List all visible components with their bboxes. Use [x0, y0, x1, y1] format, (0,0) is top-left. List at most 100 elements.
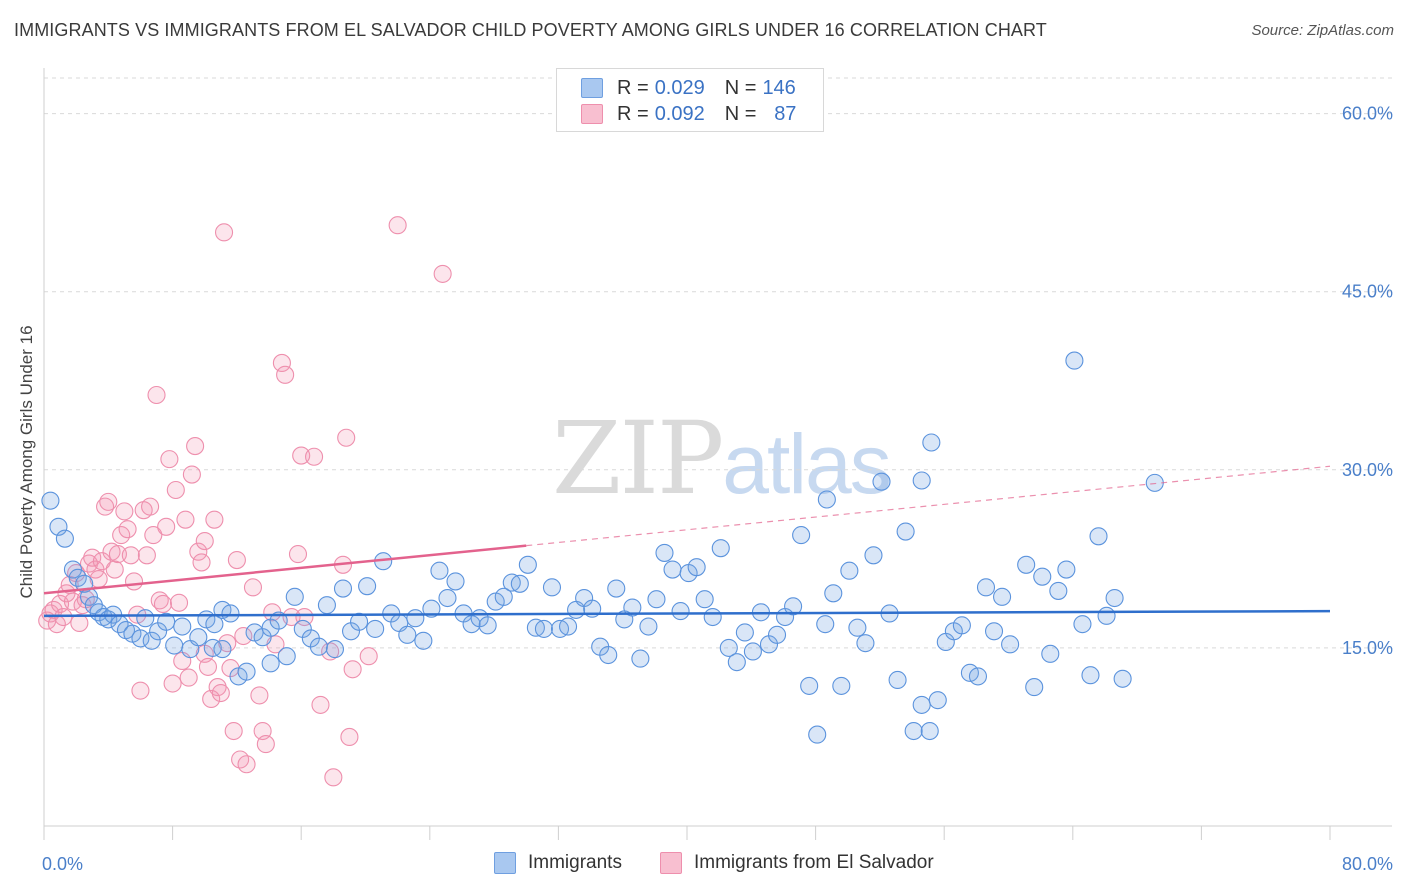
immigrants-point-81 [655, 543, 674, 562]
legend-r-label: R = [617, 102, 649, 125]
immigrants-point-87 [703, 607, 722, 627]
el-salvador-point-62 [237, 755, 256, 774]
immigrants-point-66 [534, 619, 553, 638]
el-salvador-point-76 [311, 695, 330, 714]
immigrants-point-99 [800, 676, 819, 695]
bottom-legend-label-el-salvador: Immigrants from El Salvador [694, 852, 934, 873]
immigrants-point-129 [1049, 581, 1068, 600]
immigrants-point-101 [816, 615, 835, 634]
immigrants-point-44 [358, 577, 377, 596]
legend-r-value: 0.029 [654, 76, 705, 99]
bottom-legend-swatch-el-salvador [660, 852, 682, 874]
el-salvador-point-21 [105, 560, 124, 579]
immigrants-point-16 [136, 609, 155, 628]
immigrants-point-50 [406, 609, 425, 628]
immigrants-point-134 [1089, 527, 1108, 546]
el-salvador-point-38 [160, 450, 179, 469]
immigrants-point-80 [647, 590, 666, 609]
el-salvador-point-41 [169, 593, 189, 612]
el-salvador-point-24 [115, 502, 134, 521]
immigrants-point-98 [792, 526, 811, 545]
immigrants-point-143 [261, 654, 280, 673]
el-salvador-point-75 [305, 447, 324, 466]
legend-n-label: N = [724, 76, 757, 99]
legend-row-el-salvador: R = 0.092 N = 87 [581, 103, 796, 125]
el-salvador-point-32 [141, 497, 160, 516]
immigrants-point-29 [237, 662, 256, 681]
immigrants-point-107 [864, 546, 883, 565]
el-salvador-point-73 [292, 446, 311, 465]
immigrants-point-59 [478, 616, 497, 635]
immigrants-point-82 [663, 560, 682, 579]
el-salvador-point-45 [182, 465, 201, 484]
immigrants-point-112 [904, 721, 923, 741]
el-salvador-point-22 [108, 545, 127, 564]
immigrants-point-113 [912, 695, 931, 714]
immigrants-point-83 [671, 602, 690, 621]
immigrants-point-67 [542, 578, 562, 597]
el-salvador-point-84 [388, 216, 407, 235]
immigrants-point-141 [912, 471, 931, 490]
immigrants-point-124 [1001, 635, 1020, 654]
bottom-legend-swatch-immigrants [494, 852, 516, 874]
immigrants-point-108 [872, 472, 891, 491]
legend-r-label: R = [617, 76, 649, 99]
immigrants-point-106 [856, 634, 875, 653]
trend-line-immigrants [43, 609, 1331, 618]
legend-n-value: 87 [774, 102, 797, 125]
bottom-legend-el-salvador: Immigrants from El Salvador [660, 852, 934, 874]
immigrants-point-91 [735, 623, 754, 642]
el-salvador-point-61 [234, 626, 253, 646]
immigrants-point-103 [832, 676, 851, 695]
el-salvador-point-52 [205, 510, 224, 529]
immigrants-point-90 [727, 653, 746, 672]
immigrants-point-95 [767, 625, 787, 644]
immigrants-point-51 [414, 631, 433, 650]
el-salvador-point-47 [189, 542, 208, 561]
el-salvador-point-77 [321, 642, 340, 661]
immigrants-point-136 [1105, 588, 1124, 608]
el-salvador-point-69 [272, 353, 291, 373]
y-tick-label: 15.0% [1342, 638, 1393, 658]
el-salvador-point-25 [118, 520, 137, 539]
el-salvador-point-86 [195, 531, 214, 551]
el-salvador-point-26 [121, 546, 140, 565]
el-salvador-point-31 [137, 546, 156, 565]
immigrants-point-139 [817, 490, 836, 509]
el-salvador-point-43 [176, 510, 195, 529]
grid-lines [44, 77, 1392, 649]
el-salvador-point-53 [208, 678, 227, 697]
el-salvador-point-83 [340, 727, 359, 747]
y-tick-label: 30.0% [1342, 460, 1393, 480]
el-salvador-point-48 [192, 553, 211, 572]
immigrants-point-23 [189, 628, 208, 647]
immigrants-point-132 [1073, 615, 1092, 634]
immigrants-point-34 [277, 647, 296, 666]
watermark-atlas: atlas [722, 417, 891, 511]
el-salvador-point-85 [433, 264, 452, 283]
el-salvador-point-10 [70, 613, 89, 633]
x-tick-labels: 0.0% 80.0% [42, 854, 1393, 874]
el-salvador-point-14 [83, 548, 102, 567]
el-salvador-point-17 [92, 552, 111, 571]
el-salvador-point-81 [343, 660, 362, 679]
immigrants-point-122 [984, 622, 1004, 641]
immigrants-point-53 [430, 561, 449, 580]
series-el-salvador-points [38, 216, 452, 787]
immigrants-point-123 [993, 587, 1012, 606]
immigrants-point-39 [317, 596, 336, 615]
immigrants-point-88 [711, 539, 730, 558]
el-salvador-point-55 [214, 223, 234, 242]
immigrants-point-35 [285, 587, 304, 606]
immigrants-point-3 [63, 560, 82, 579]
immigrants-point-97 [784, 597, 803, 616]
el-salvador-point-80 [337, 428, 356, 447]
trend-lines [43, 465, 1331, 618]
immigrants-point-1 [49, 517, 68, 536]
el-salvador-point-59 [227, 550, 246, 570]
legend-r-value: 0.092 [654, 102, 705, 125]
legend-swatch-immigrants [581, 78, 603, 98]
immigrants-point-128 [1041, 644, 1060, 663]
legend-swatch-el-salvador [581, 104, 603, 124]
el-salvador-point-78 [324, 768, 343, 787]
